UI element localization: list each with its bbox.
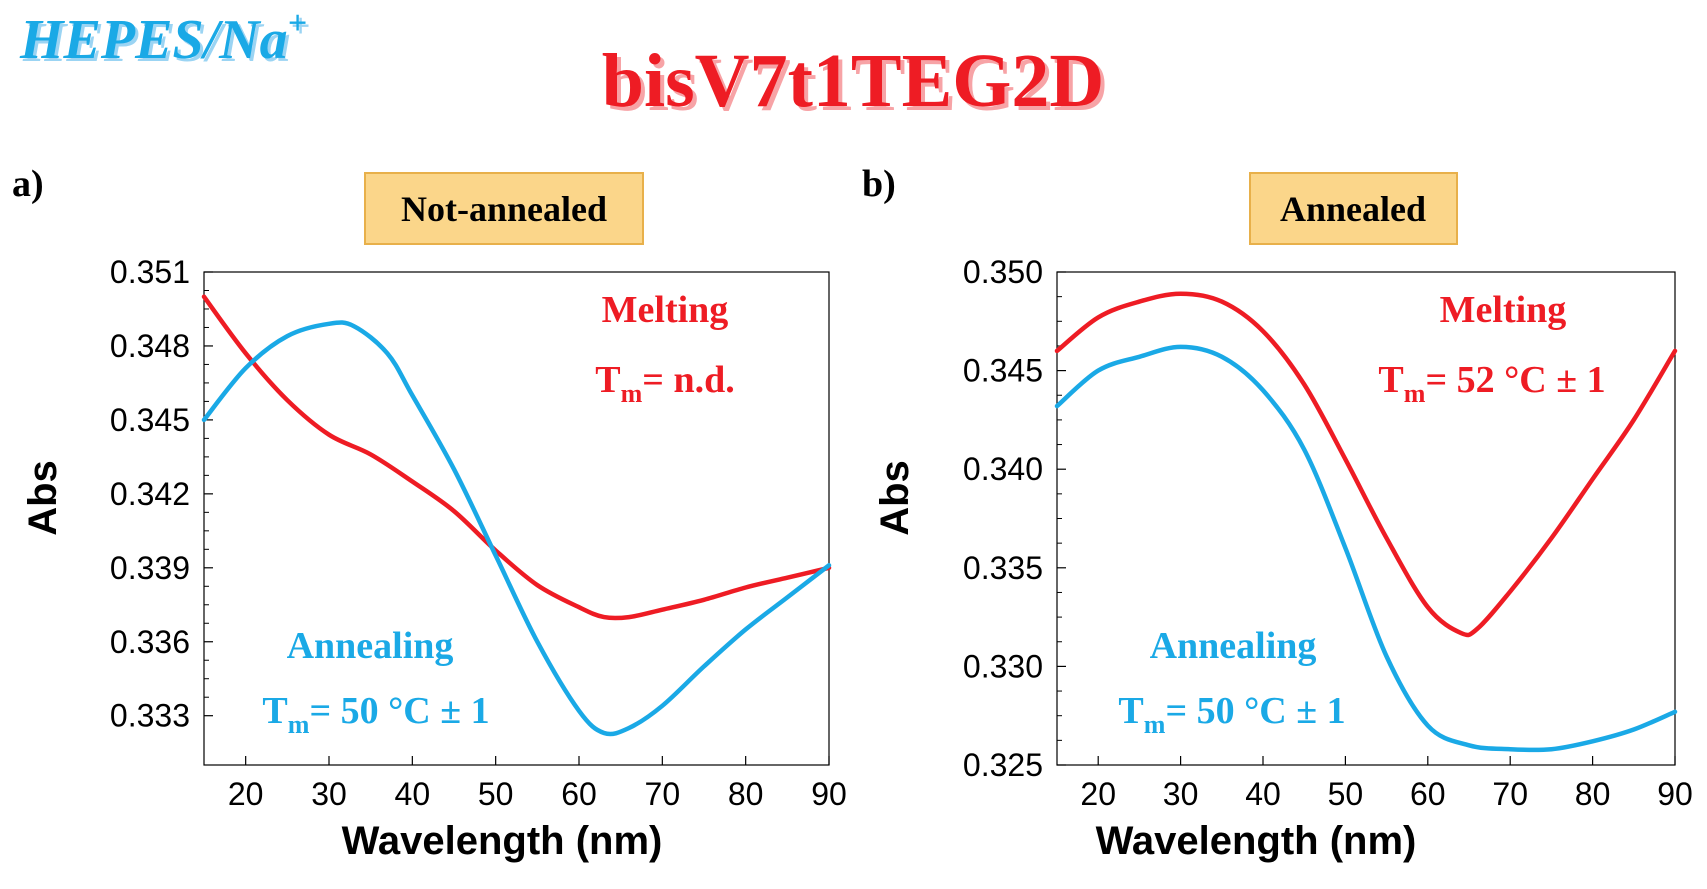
y-tick-label: 0.339 [110, 550, 190, 586]
melting-series-line [1054, 291, 1678, 638]
badge-label: Annealed [1280, 189, 1426, 229]
badge-label: Not-annealed [401, 189, 607, 229]
annealing-tm: Tm= 50 °C ± 1 [262, 690, 489, 739]
axes: 20 30 40 50 60 70 80 90 0.333 0.336 0.339 0.342 0.34… [110, 254, 847, 812]
x-tick-label: 30 [1163, 776, 1199, 812]
x-tick-label: 50 [1328, 776, 1364, 812]
x-tick-label: 40 [1245, 776, 1281, 812]
y-tick-label: 0.345 [110, 402, 190, 438]
x-tick-label: 60 [561, 776, 597, 812]
x-tick-label: 50 [478, 776, 514, 812]
x-tick-label: 40 [395, 776, 431, 812]
x-tick-label: 90 [1657, 776, 1693, 812]
x-tick-label: 20 [1080, 776, 1116, 812]
compound-title-shadow: bisV7t1TEG2D [606, 43, 1109, 127]
y-tick-label: 0.340 [963, 451, 1043, 487]
x-tick-label: 20 [228, 776, 264, 812]
panel-b: b) Annealed 20 30 40 50 60 70 80 90 0.325 0.330 0.… [862, 163, 1693, 863]
melting-tm: Tm= n.d. [595, 359, 734, 408]
plot-area [1056, 271, 1676, 766]
plot-frame [1056, 271, 1676, 766]
x-tick-label: 70 [1492, 776, 1528, 812]
series-lines [1054, 291, 1678, 753]
y-axis-label: Abs [873, 460, 917, 536]
y-tick-label: 0.325 [963, 747, 1043, 783]
panel-label: b) [862, 163, 896, 205]
plot-area [203, 271, 830, 766]
melting-title: Melting [1440, 289, 1567, 331]
badge-box [1249, 172, 1458, 245]
badge-box [364, 172, 644, 245]
y-tick-label: 0.333 [110, 698, 190, 734]
buffer-label-shadow: HEPES/Na+ [22, 8, 310, 74]
panel-label: a) [12, 163, 44, 205]
y-tick-label: 0.330 [963, 648, 1043, 684]
compound-title: bisV7t1TEG2D [602, 39, 1105, 123]
x-tick-label: 70 [645, 776, 681, 812]
annealing-series-line [201, 320, 832, 737]
y-axis-label: Abs [21, 460, 65, 536]
annealing-title: Annealing [1150, 625, 1317, 667]
header: HEPES/Na+ HEPES/Na+ bisV7t1TEG2D bisV7t1… [19, 5, 1108, 127]
y-tick-label: 0.351 [110, 254, 190, 290]
melting-title: Melting [602, 289, 729, 331]
y-tick-label: 0.335 [963, 550, 1043, 586]
annealing-title: Annealing [287, 625, 454, 667]
melting-tm: Tm= 52 °C ± 1 [1378, 359, 1605, 408]
panel-a: a) Not-annealed 20 30 40 50 60 70 80 90 0.333 0.3… [12, 163, 847, 863]
annealing-series-line [1054, 344, 1678, 753]
melting-series-line [201, 294, 832, 621]
y-tick-label: 0.336 [110, 624, 190, 660]
y-tick-label: 0.348 [110, 328, 190, 364]
buffer-label: HEPES/Na+ [19, 5, 307, 71]
x-axis-label: Wavelength (nm) [342, 819, 663, 863]
y-tick-label: 0.350 [963, 254, 1043, 290]
series-lines [201, 294, 832, 737]
y-tick-label: 0.345 [963, 353, 1043, 389]
x-tick-label: 60 [1410, 776, 1446, 812]
annealing-tm: Tm= 50 °C ± 1 [1118, 690, 1345, 739]
axes: 20 30 40 50 60 70 80 90 0.325 0.330 0.335 0.340 0.34… [963, 254, 1693, 812]
x-tick-label: 90 [811, 776, 847, 812]
x-tick-label: 80 [1575, 776, 1611, 812]
x-axis-label: Wavelength (nm) [1096, 819, 1417, 863]
plot-frame [203, 271, 830, 766]
y-tick-label: 0.342 [110, 476, 190, 512]
x-tick-label: 80 [728, 776, 764, 812]
x-tick-label: 30 [311, 776, 347, 812]
